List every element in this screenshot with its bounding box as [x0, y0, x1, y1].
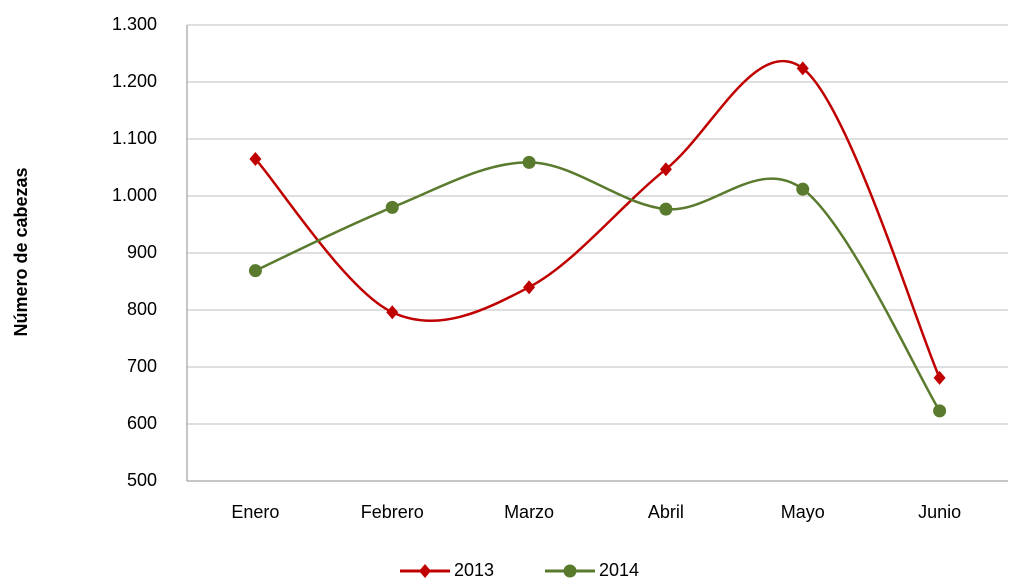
- x-tick-label: Febrero: [361, 502, 424, 522]
- y-tick-label: 1.300: [112, 14, 157, 34]
- y-tick-label: 1.100: [112, 128, 157, 148]
- y-tick-label: 900: [127, 242, 157, 262]
- x-tick-label: Abril: [648, 502, 684, 522]
- point: [522, 155, 536, 169]
- legend-label: 2014: [599, 560, 639, 580]
- point: [933, 404, 947, 418]
- point: [523, 280, 536, 295]
- y-tick-label: 1.200: [112, 71, 157, 91]
- x-tick-label: Mayo: [781, 502, 825, 522]
- point: [659, 202, 673, 216]
- y-tick-label: 1.000: [112, 185, 157, 205]
- x-tick-label: Marzo: [504, 502, 554, 522]
- legend-label: 2013: [454, 560, 494, 580]
- y-tick-label: 700: [127, 356, 157, 376]
- x-tick-label: Junio: [918, 502, 961, 522]
- series-line: [254, 59, 941, 379]
- x-tick-label: Enero: [231, 502, 279, 522]
- point: [659, 162, 672, 177]
- point: [796, 182, 810, 196]
- legend-marker: [563, 564, 577, 578]
- legend-marker: [419, 564, 431, 578]
- point: [385, 200, 399, 214]
- y-tick-label: 500: [127, 470, 157, 490]
- series-line: [254, 161, 941, 412]
- point: [933, 370, 946, 385]
- point: [249, 151, 262, 166]
- point: [796, 61, 809, 76]
- y-axis-label: Número de cabezas: [11, 167, 31, 336]
- point: [248, 264, 262, 278]
- y-tick-label: 800: [127, 299, 157, 319]
- point: [386, 305, 399, 320]
- y-tick-label: 600: [127, 413, 157, 433]
